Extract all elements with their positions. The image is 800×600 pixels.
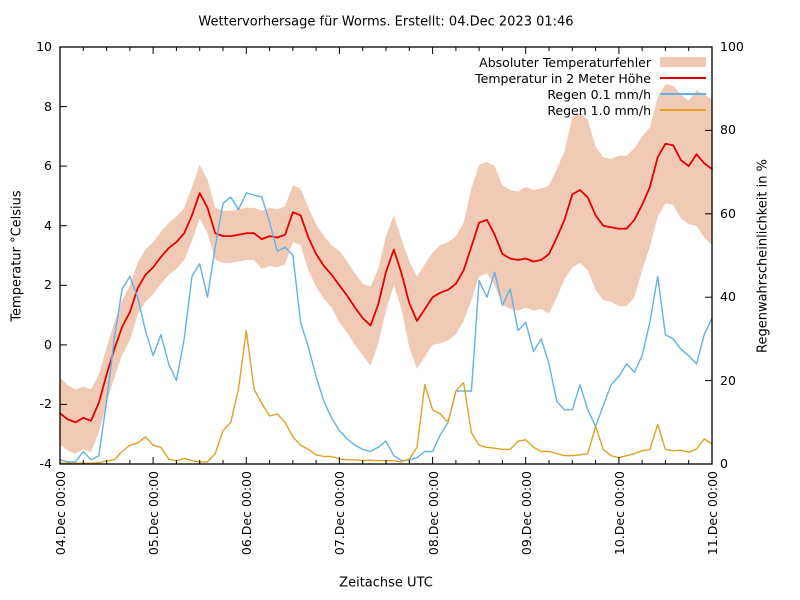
y-tick-label-left: 0: [44, 336, 52, 352]
legend-item-temperature-error: Absoluter Temperaturfehler: [475, 54, 706, 70]
legend-item-rain-10: Regen 1.0 mm/h: [475, 102, 706, 118]
x-tick-label: 04.Dec 00:00: [53, 471, 68, 556]
y-axis-label-right: Regenwahrscheinlichkeit in %: [755, 159, 771, 353]
y-tick-label-left: -2: [39, 396, 52, 412]
y-tick-label-right: 40: [720, 289, 736, 305]
x-tick-label: 11.Dec 00:00: [705, 471, 720, 556]
y-axis-label-left: Temperatur °Celsius: [9, 190, 25, 322]
x-tick-label: 06.Dec 00:00: [239, 471, 255, 556]
y-tick-label-right: 60: [720, 205, 736, 221]
legend-item-rain-01: Regen 0.1 mm/h: [475, 86, 706, 102]
y-tick-label-right: 80: [720, 122, 736, 138]
legend-line-swatch-red: [660, 77, 706, 79]
y-tick-label-left: 10: [36, 39, 52, 54]
y-tick-label-left: 4: [44, 217, 52, 233]
legend-label: Regen 0.1 mm/h: [547, 86, 651, 102]
y-tick-label-right: 0: [720, 456, 728, 471]
y-tick-label-right: 100: [720, 39, 744, 54]
legend-line-swatch-orange: [660, 109, 706, 111]
y-tick-label-left: -4: [39, 456, 52, 471]
x-tick-label: 07.Dec 00:00: [332, 471, 348, 556]
x-axis-label: Zeitachse UTC: [339, 575, 433, 591]
legend-label: Absoluter Temperaturfehler: [479, 54, 651, 70]
x-tick-label: 10.Dec 00:00: [611, 471, 627, 556]
legend-band-swatch: [660, 57, 706, 67]
legend-line-swatch-blue: [660, 93, 706, 95]
y-tick-label-left: 2: [44, 277, 52, 293]
x-tick-label: 08.Dec 00:00: [425, 471, 441, 556]
x-tick-label: 09.Dec 00:00: [518, 471, 534, 556]
legend-label: Regen 1.0 mm/h: [547, 102, 651, 118]
y-tick-label-left: 6: [44, 158, 52, 174]
y-tick-label-right: 20: [720, 372, 736, 388]
legend-item-temperature-2m: Temperatur in 2 Meter Höhe: [475, 70, 706, 86]
x-tick-label: 05.Dec 00:00: [146, 471, 162, 556]
chart-title: Wettervorhersage für Worms. Erstellt: 04…: [198, 14, 574, 30]
y-tick-label-left: 8: [44, 98, 52, 114]
legend: Absoluter Temperaturfehler Temperatur in…: [475, 54, 706, 118]
legend-label: Temperatur in 2 Meter Höhe: [475, 70, 651, 86]
